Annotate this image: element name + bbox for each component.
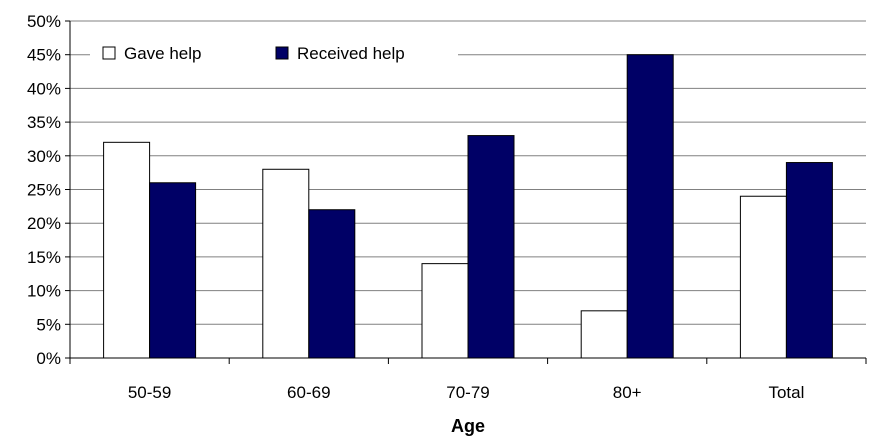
legend-swatch-gave-help	[102, 46, 116, 60]
y-tick-label: 25%	[27, 181, 61, 200]
legend: Gave help Received help	[90, 32, 458, 76]
y-tick-label: 35%	[27, 113, 61, 132]
legend-swatch-received-help	[275, 46, 289, 60]
bar-received-help	[785, 162, 833, 359]
legend-label-received-help: Received help	[297, 44, 405, 63]
legend-label-gave-help: Gave help	[124, 44, 202, 63]
bar-received-help	[308, 209, 356, 359]
bar-gave-help	[103, 141, 151, 359]
axes	[65, 20, 867, 364]
x-tick-label: Total	[768, 383, 804, 402]
x-tick-labels: 50-59 60-69 70-79 80+ Total	[128, 383, 805, 402]
x-tick-label: 60-69	[287, 383, 330, 402]
y-tick-label: 50%	[27, 12, 61, 31]
y-tick-labels: 0% 5% 10% 15% 20% 25% 30% 35% 40% 45% 50%	[27, 12, 61, 368]
bar-received-help	[467, 135, 515, 359]
y-tick-label: 0%	[36, 349, 61, 368]
bar-gave-help	[739, 195, 787, 359]
y-tick-label: 45%	[27, 46, 61, 65]
y-tick-label: 40%	[27, 79, 61, 98]
bar-gave-help	[421, 263, 469, 359]
bar-received-help	[149, 182, 197, 359]
y-tick-label: 5%	[36, 315, 61, 334]
bar-gave-help	[580, 310, 628, 359]
y-tick-label: 10%	[27, 282, 61, 301]
x-tick-label: 80+	[613, 383, 642, 402]
y-tick-label: 20%	[27, 214, 61, 233]
legend-background	[90, 32, 458, 76]
bars	[103, 54, 833, 359]
bar-received-help	[626, 54, 674, 359]
x-tick-label: 50-59	[128, 383, 171, 402]
x-tick-label: 70-79	[446, 383, 489, 402]
x-axis-title: Age	[451, 416, 485, 436]
bar-gave-help	[262, 168, 310, 359]
y-tick-label: 30%	[27, 147, 61, 166]
y-tick-label: 15%	[27, 248, 61, 267]
